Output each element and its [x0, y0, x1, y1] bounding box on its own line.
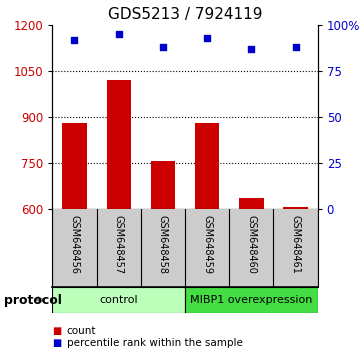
Text: ■: ■: [52, 326, 62, 336]
Text: GSM648456: GSM648456: [69, 215, 79, 274]
Bar: [283, 207, 308, 209]
Text: percentile rank within the sample: percentile rank within the sample: [67, 338, 243, 348]
Point: [204, 35, 210, 40]
Point: [116, 31, 122, 37]
Bar: [185, 287, 318, 313]
Bar: [62, 123, 87, 209]
Text: protocol: protocol: [4, 293, 61, 307]
Text: GSM648458: GSM648458: [158, 215, 168, 274]
Text: GSM648459: GSM648459: [202, 215, 212, 274]
Text: GSM648460: GSM648460: [246, 215, 256, 274]
Bar: [239, 198, 264, 209]
Text: count: count: [67, 326, 96, 336]
Title: GDS5213 / 7924119: GDS5213 / 7924119: [108, 7, 262, 22]
Point: [71, 37, 77, 42]
Bar: [52, 287, 185, 313]
Text: ■: ■: [52, 338, 62, 348]
Bar: [106, 80, 131, 209]
Text: control: control: [99, 295, 138, 305]
Text: GSM648457: GSM648457: [114, 215, 124, 274]
Text: GSM648461: GSM648461: [291, 215, 301, 274]
Bar: [195, 123, 219, 209]
Point: [248, 46, 254, 52]
Bar: [151, 161, 175, 209]
Text: MIBP1 overexpression: MIBP1 overexpression: [190, 295, 313, 305]
Point: [293, 44, 299, 50]
Point: [160, 44, 166, 50]
